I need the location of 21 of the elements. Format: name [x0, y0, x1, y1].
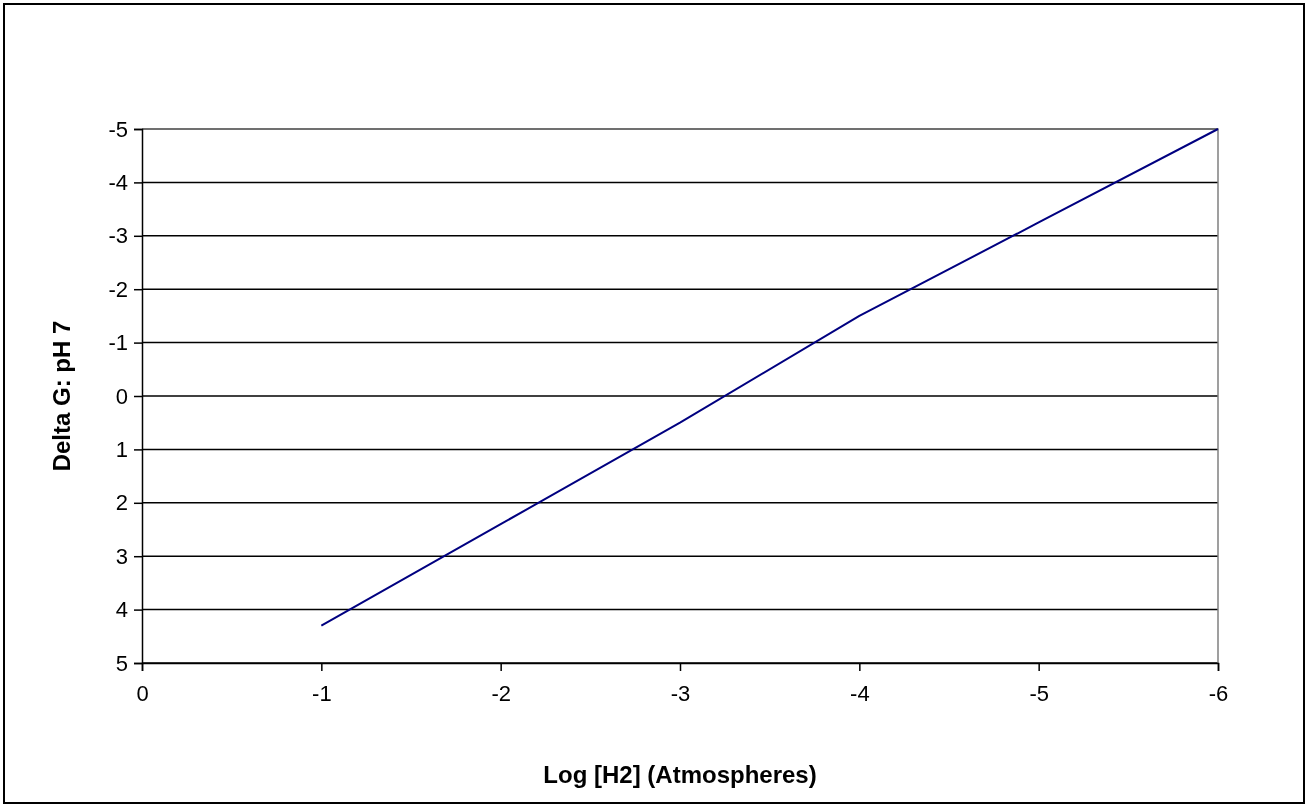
y-tick-label: -5	[108, 116, 128, 142]
y-tick-label: 1	[115, 436, 128, 462]
x-axis-title: Log [H2] (Atmospheres)	[543, 761, 817, 788]
x-tick-label: 0	[136, 680, 149, 706]
x-tick-label: -1	[312, 680, 332, 706]
y-tick-label: 0	[115, 383, 128, 409]
line-series	[320, 128, 1219, 627]
y-tick-label: 2	[115, 490, 128, 516]
y-tick-label: 4	[115, 597, 128, 623]
y-tick-label: -1	[108, 330, 128, 356]
y-tick-label: 3	[115, 543, 128, 569]
x-tick-label: -3	[670, 680, 691, 706]
x-tick-label: -5	[1029, 680, 1049, 706]
y-tick-label: -4	[108, 169, 128, 195]
y-tick-label: 5	[115, 650, 128, 676]
y-tick-label: -2	[108, 276, 128, 302]
x-tick-label: -4	[850, 680, 870, 706]
y-tick-label: -3	[108, 223, 128, 249]
x-tick-label: -6	[1208, 680, 1229, 706]
x-tick-label: -2	[491, 680, 511, 706]
y-axis-title: Delta G: pH 7	[48, 320, 75, 472]
